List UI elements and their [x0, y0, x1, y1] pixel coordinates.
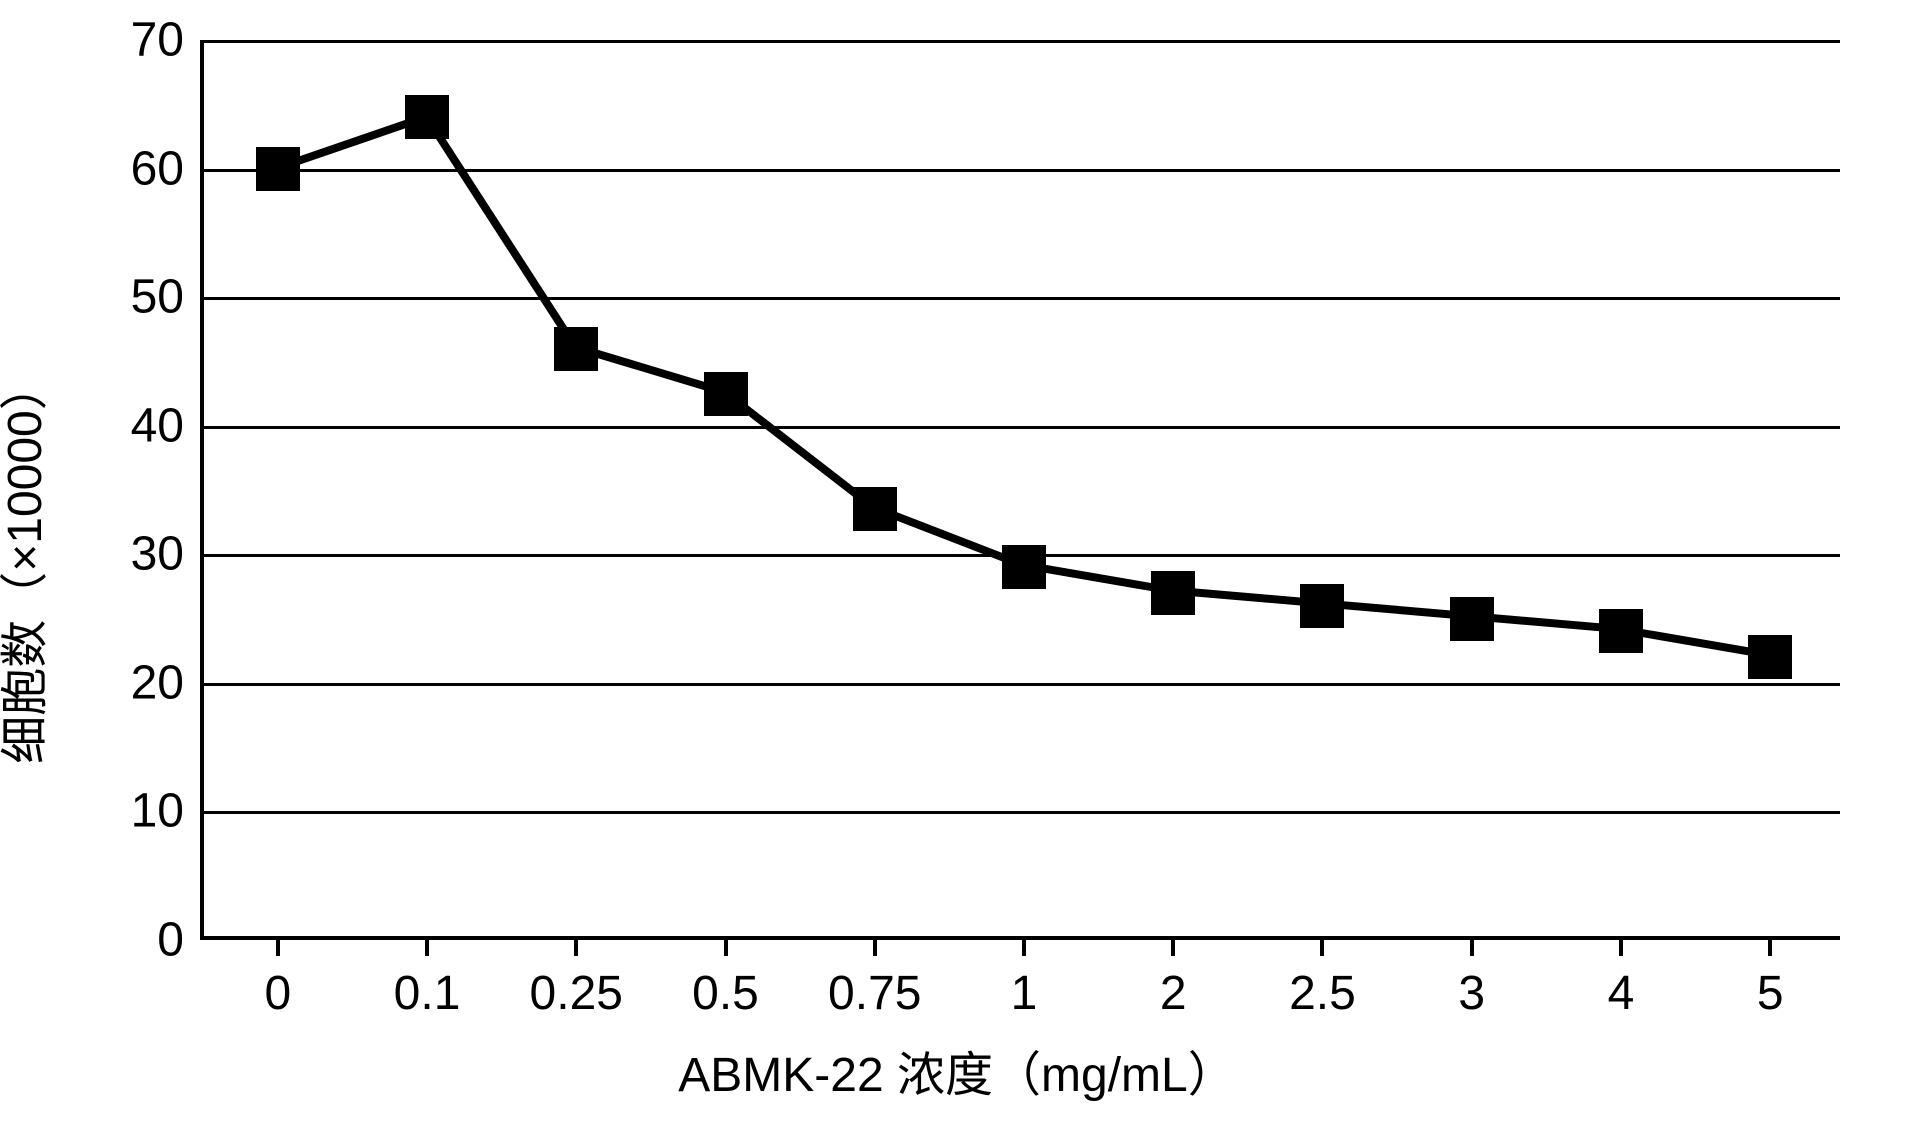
y-tick-label: 30 [131, 527, 204, 582]
gridline [204, 297, 1840, 300]
x-tick-label: 0.25 [530, 936, 623, 1021]
x-tick-label: 4 [1608, 936, 1635, 1021]
data-marker [853, 487, 897, 531]
x-tick-label: 0.1 [394, 936, 461, 1021]
gridline [204, 40, 1840, 43]
x-tick-label: 0.5 [692, 936, 759, 1021]
data-marker [1002, 545, 1046, 589]
x-axis-label: ABMK-22 浓度（mg/mL） [678, 1035, 1235, 1105]
x-tick-label: 5 [1757, 936, 1784, 1021]
data-marker [1151, 571, 1195, 615]
data-marker [256, 147, 300, 191]
plot-area: 01020304050607000.10.250.50.75122.5345 [200, 40, 1840, 940]
y-tick-label: 0 [157, 913, 204, 968]
data-marker [1748, 635, 1792, 679]
series-line [204, 40, 1840, 936]
chart-container: 细胞数（×10000） ABMK-22 浓度（mg/mL） 0102030405… [0, 0, 1914, 1125]
data-marker [1599, 609, 1643, 653]
x-tick-label: 1 [1011, 936, 1038, 1021]
y-tick-label: 10 [131, 784, 204, 839]
y-tick-label: 70 [131, 13, 204, 68]
y-tick-label: 50 [131, 270, 204, 325]
y-tick-label: 20 [131, 655, 204, 710]
data-marker [554, 327, 598, 371]
y-axis-label: 细胞数（×10000） [0, 362, 55, 764]
x-tick-label: 3 [1458, 936, 1485, 1021]
gridline [204, 169, 1840, 172]
y-tick-label: 40 [131, 398, 204, 453]
data-marker [1300, 584, 1344, 628]
gridline [204, 426, 1840, 429]
x-tick-label: 0 [264, 936, 291, 1021]
x-tick-label: 2 [1160, 936, 1187, 1021]
x-tick-label: 2.5 [1289, 936, 1356, 1021]
gridline [204, 811, 1840, 814]
gridline [204, 683, 1840, 686]
data-marker [704, 372, 748, 416]
data-marker [1450, 597, 1494, 641]
x-tick-label: 0.75 [828, 936, 921, 1021]
data-marker [405, 95, 449, 139]
y-tick-label: 60 [131, 141, 204, 196]
